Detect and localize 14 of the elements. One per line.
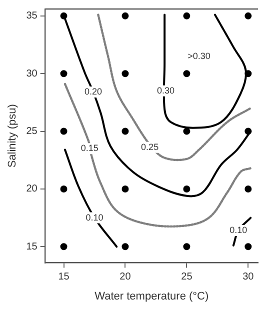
y-axis-title: Salinity (psu) xyxy=(6,104,19,168)
y-tick-label: 35 xyxy=(26,10,38,22)
x-tick-label: 25 xyxy=(181,272,193,283)
annotation: 0.15 xyxy=(80,143,98,154)
x-tick-label: 30 xyxy=(242,272,254,283)
y-tick-label: 15 xyxy=(26,241,38,252)
y-tick-label: 30 xyxy=(26,68,38,80)
x-axis-title: Water temperature (°C) xyxy=(94,290,209,302)
annotation: >0.30 xyxy=(188,50,210,61)
x-tick-label: 20 xyxy=(120,272,132,283)
x-tick-label: 15 xyxy=(58,272,70,283)
y-tick-label: 25 xyxy=(26,126,38,138)
annotation: 0.30 xyxy=(157,85,175,96)
y-tick-label: 20 xyxy=(26,184,38,195)
